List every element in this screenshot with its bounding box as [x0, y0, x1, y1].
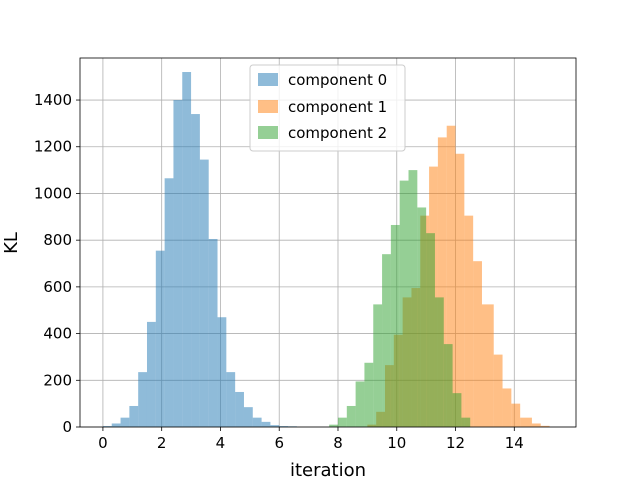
x-tick-label: 4	[216, 434, 226, 452]
histogram-bar	[199, 159, 209, 427]
histogram-bar	[355, 381, 365, 427]
legend-swatch-component-2	[258, 126, 278, 139]
y-tick-label: 1400	[34, 91, 72, 109]
histogram-bar	[173, 100, 183, 428]
legend: component 0 component 1 component 2	[249, 64, 406, 152]
histogram-bar	[164, 178, 174, 427]
series-0-bars	[102, 72, 297, 428]
x-tick-label: 10	[387, 434, 406, 452]
histogram-bar	[346, 405, 356, 427]
histogram-bar	[481, 304, 494, 427]
histogram-bar	[443, 344, 453, 427]
y-tick-label: 600	[43, 278, 72, 296]
histogram-bar	[364, 362, 374, 427]
histogram-bar	[473, 261, 482, 427]
histogram-bar	[434, 297, 444, 427]
histogram-bar	[235, 391, 244, 427]
histogram-bar	[426, 233, 435, 427]
histogram-bar	[226, 372, 236, 427]
series-2-bars	[329, 170, 471, 428]
histogram-bar	[502, 388, 512, 427]
histogram-bar	[461, 417, 471, 427]
x-tick-label: 6	[274, 434, 284, 452]
y-axis-label: KL	[1, 232, 22, 254]
histogram-bar	[511, 403, 521, 427]
histogram-bar	[252, 417, 262, 427]
legend-label-component-1: component 1	[288, 98, 387, 116]
histogram-bar	[146, 321, 156, 427]
x-tick-label: 12	[446, 434, 465, 452]
histogram-bar	[520, 417, 532, 427]
histogram-bar	[138, 372, 147, 427]
plot-frame	[79, 57, 577, 428]
legend-swatch-component-0	[258, 73, 278, 86]
histogram-bar	[337, 417, 347, 427]
legend-label-component-0: component 0	[288, 71, 387, 89]
histogram-bar	[446, 125, 456, 428]
y-tick-label: 200	[43, 371, 72, 389]
x-tick-label: 0	[98, 434, 108, 452]
histogram-bar	[191, 114, 200, 428]
histogram-bar	[493, 354, 503, 427]
histogram-bar	[373, 304, 383, 427]
histogram-bar	[155, 250, 165, 427]
x-axis-label: iteration	[290, 460, 366, 480]
histogram-bar	[182, 72, 192, 427]
histogram-bar	[129, 405, 139, 427]
histogram-bar	[417, 207, 427, 427]
histogram-bar	[437, 137, 447, 427]
y-tick-label: 1000	[34, 184, 72, 202]
y-tick-label: 800	[43, 231, 72, 249]
histogram-bar	[455, 153, 465, 427]
x-tick-label: 8	[333, 434, 343, 452]
histogram-bar	[452, 393, 462, 427]
x-tick-label: 14	[505, 434, 524, 452]
histogram-bar	[279, 426, 289, 427]
legend-swatch-component-1	[258, 100, 278, 113]
histogram-bar	[217, 317, 227, 427]
y-tick-label: 400	[43, 325, 72, 343]
histogram-bar	[408, 170, 418, 428]
histogram-bar	[390, 224, 400, 427]
histogram-bar	[540, 425, 550, 427]
y-tick-label: 1200	[34, 138, 72, 156]
legend-box	[249, 64, 406, 152]
x-tick-label: 2	[157, 434, 167, 452]
histogram-bar	[399, 180, 409, 427]
axis-ticks: 0 2 4 6 8 10 12 14 0 200 400 600 800 1000 1200 1400	[34, 91, 524, 452]
histogram-bar	[531, 423, 541, 427]
histogram-bar	[102, 426, 112, 427]
histogram-bar	[464, 215, 474, 427]
histogram-bar	[329, 424, 338, 427]
histogram-bar	[208, 238, 218, 427]
histogram-bars	[102, 72, 550, 428]
histogram-bar	[261, 421, 271, 427]
histogram-bar	[382, 254, 391, 427]
y-tick-label: 0	[62, 418, 72, 436]
histogram-bar	[120, 417, 130, 427]
histogram-bar	[111, 423, 121, 427]
histogram-bar	[270, 425, 280, 427]
histogram-bar	[243, 407, 253, 427]
legend-label-component-2: component 2	[288, 124, 387, 142]
